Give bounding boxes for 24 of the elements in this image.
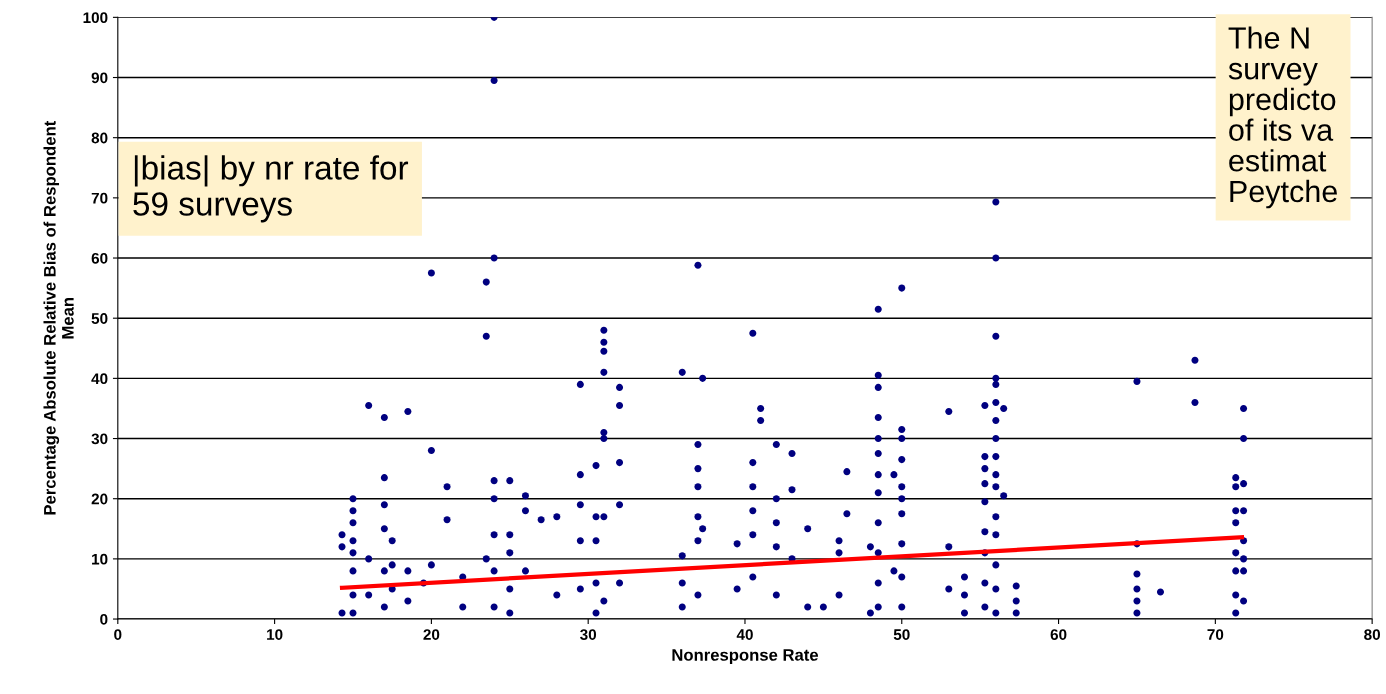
- x-tick-label: 30: [580, 629, 597, 641]
- y-tick-label: 50: [91, 313, 108, 324]
- annotation: |bias| by nr rate for 59 surveys: [133, 155, 409, 223]
- y-tick-label: 40: [91, 373, 108, 385]
- y-tick-label: 60: [91, 252, 108, 264]
- y-tick-label: 100: [83, 12, 108, 24]
- y-tick-label: 20: [91, 493, 108, 505]
- annotation: The N survey predicto of its va estimat Peytche: [1228, 26, 1337, 209]
- x-tick-label: 50: [893, 629, 910, 640]
- y-tick-label: 0: [100, 613, 108, 625]
- x-tick-label: 70: [1207, 629, 1224, 640]
- y-tick-label: 30: [91, 433, 108, 445]
- y-tick-label: 90: [91, 72, 108, 84]
- x-tick-label: 80: [1364, 629, 1381, 640]
- y-tick-label: 70: [91, 192, 108, 204]
- x-tick-label: 40: [736, 629, 753, 640]
- y-axis-title: Percentage Absolute Relative Bias of Respondent Mean: [43, 120, 74, 515]
- x-tick-label: 60: [1050, 629, 1067, 640]
- y-tick-label: 80: [91, 132, 108, 144]
- x-tick-label: 10: [267, 629, 283, 640]
- x-tick-label: 0: [114, 629, 122, 640]
- x-tick-label: 20: [423, 629, 440, 640]
- y-tick-label: 10: [92, 553, 108, 565]
- x-axis-title: Nonresponse Rate: [672, 649, 819, 665]
